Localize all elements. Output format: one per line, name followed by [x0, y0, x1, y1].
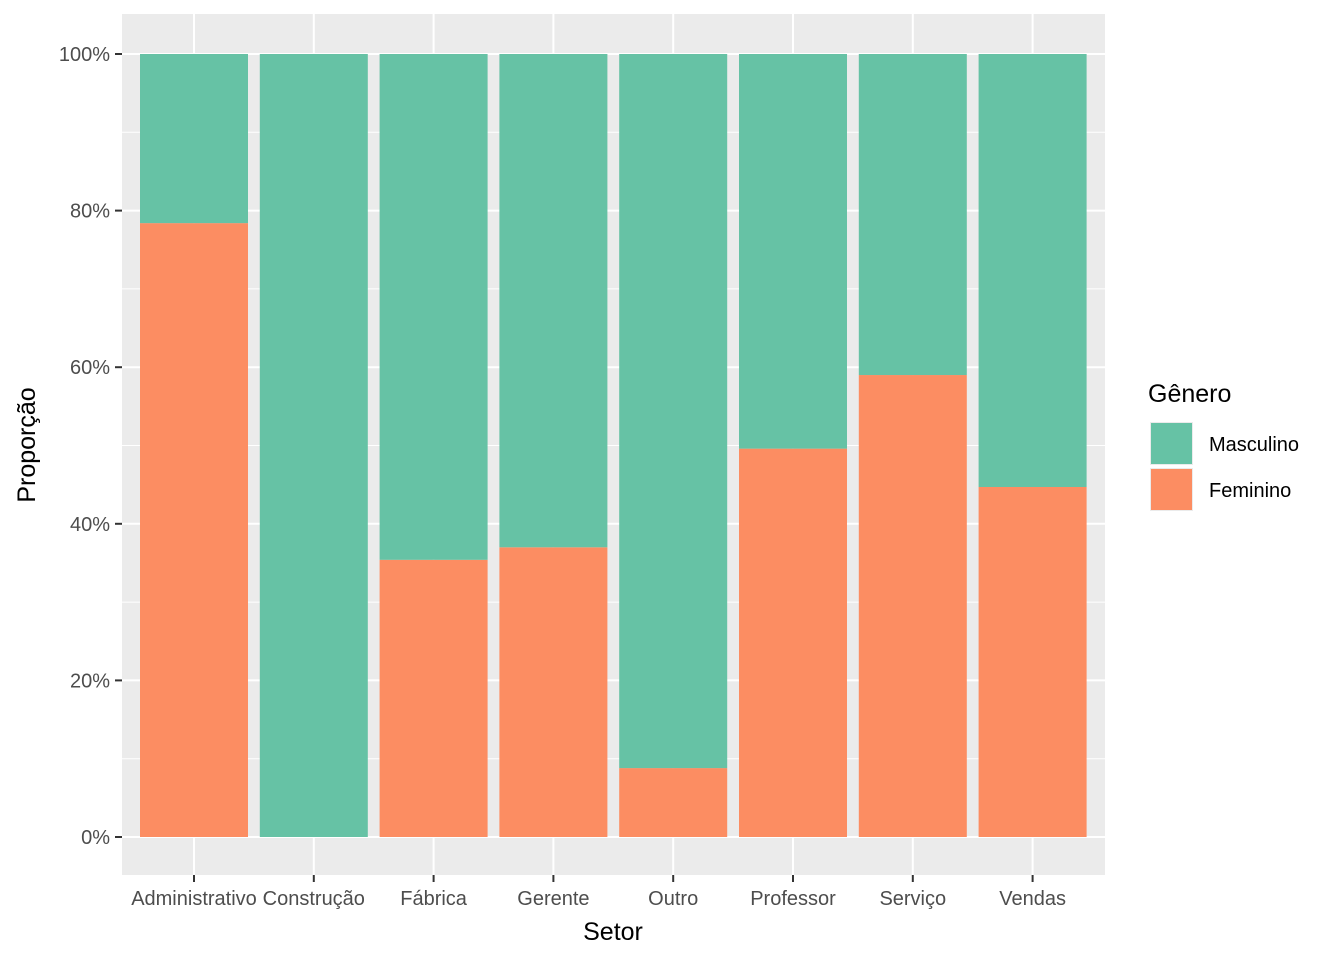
bar-feminino-2	[379, 559, 488, 837]
bar-feminino-5	[739, 448, 847, 837]
bar-masculino-2	[379, 54, 488, 560]
y-axis-title: Proporção	[13, 387, 41, 502]
y-tick-label: 100%	[59, 44, 110, 66]
bar-masculino-0	[140, 54, 248, 224]
y-tick-label: 20%	[70, 670, 110, 692]
x-axis-title: Setor	[583, 918, 643, 946]
y-tick-label: 40%	[70, 514, 110, 536]
legend-label-feminino: Feminino	[1209, 480, 1291, 502]
bar-masculino-6	[858, 54, 967, 376]
x-tick-label: Administrativo	[131, 888, 257, 910]
bar-masculino-3	[499, 54, 608, 548]
y-axis: 0% 20% 40% 60% 80% 100%	[59, 44, 122, 849]
x-tick-label: Fábrica	[400, 888, 468, 910]
y-tick-label: 60%	[70, 357, 110, 379]
bar-feminino-7	[978, 486, 1087, 837]
bar-masculino-1	[259, 54, 368, 837]
y-tick-label: 80%	[70, 201, 110, 223]
x-tick-label: Vendas	[999, 888, 1066, 910]
legend-swatch-feminino	[1151, 469, 1192, 510]
bars	[140, 54, 1087, 838]
legend-swatch-masculino	[1151, 423, 1192, 464]
bar-masculino-5	[739, 54, 847, 449]
x-tick-label: Construção	[263, 888, 365, 910]
x-axis: Administrativo Construção Fábrica Gerente Ou…	[131, 875, 1066, 910]
legend: Gênero Masculino Feminino	[1148, 380, 1299, 511]
bar-feminino-4	[619, 768, 728, 837]
bar-feminino-6	[858, 375, 967, 837]
x-tick-label: Professor	[750, 888, 836, 910]
bar-feminino-0	[140, 223, 248, 838]
x-tick-label: Gerente	[517, 888, 589, 910]
legend-label-masculino: Masculino	[1209, 434, 1299, 456]
bar-masculino-4	[619, 54, 728, 769]
bar-feminino-3	[499, 547, 608, 837]
y-tick-label: 0%	[81, 827, 110, 849]
bar-masculino-7	[978, 54, 1087, 487]
x-tick-label: Serviço	[879, 888, 946, 910]
x-tick-label: Outro	[648, 888, 698, 910]
legend-title: Gênero	[1148, 380, 1231, 408]
